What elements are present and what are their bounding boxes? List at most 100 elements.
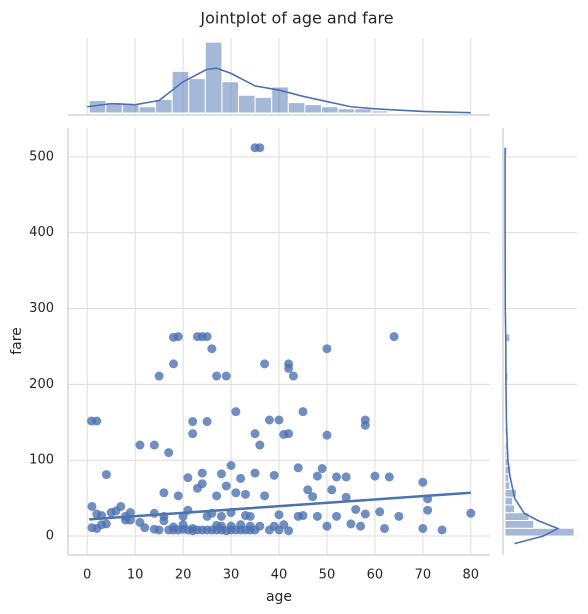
point xyxy=(202,332,212,342)
x-tick-label: 30 xyxy=(223,568,240,583)
point xyxy=(284,429,294,439)
point xyxy=(341,472,351,482)
hist-bar xyxy=(370,110,389,114)
x-tick-label: 70 xyxy=(415,568,432,583)
point xyxy=(188,417,198,427)
hist-bar xyxy=(271,86,289,114)
point xyxy=(250,429,260,439)
point xyxy=(269,470,279,480)
point xyxy=(466,508,476,518)
point xyxy=(260,491,270,501)
point xyxy=(384,472,394,482)
point xyxy=(125,508,135,518)
hist-bar xyxy=(504,519,535,529)
point xyxy=(216,469,226,479)
hist-bar xyxy=(238,94,256,114)
point xyxy=(346,519,356,529)
point xyxy=(274,415,284,425)
point xyxy=(279,520,289,530)
regression-line xyxy=(89,491,471,521)
point xyxy=(375,507,385,517)
kde-curve xyxy=(504,147,560,545)
point xyxy=(312,471,322,481)
hist-bar xyxy=(504,450,508,459)
hist-bar xyxy=(354,108,372,114)
hist-bar xyxy=(504,488,518,498)
point xyxy=(97,520,107,530)
point xyxy=(164,448,174,458)
y-tick-label: 200 xyxy=(29,377,54,392)
point xyxy=(317,464,327,474)
x-tick-label: 40 xyxy=(271,568,288,583)
point xyxy=(92,416,102,426)
y-axis-label: fare xyxy=(9,327,25,355)
chart-title: Jointplot of age and fare xyxy=(199,9,393,28)
point xyxy=(356,521,366,531)
point xyxy=(322,521,332,531)
point xyxy=(169,359,178,369)
hist-bar xyxy=(188,78,206,114)
point xyxy=(226,461,236,471)
point xyxy=(394,511,404,521)
hist-bar xyxy=(254,96,273,114)
point xyxy=(87,501,97,511)
point xyxy=(312,511,322,521)
point xyxy=(202,417,212,427)
point xyxy=(245,521,255,531)
y-tick-label: 400 xyxy=(29,225,54,240)
point xyxy=(255,143,265,153)
point xyxy=(212,371,222,381)
hist-bar xyxy=(320,106,339,114)
hist-bar xyxy=(221,81,240,114)
y-tick-label: 0 xyxy=(46,529,54,544)
point xyxy=(418,477,428,487)
point xyxy=(154,371,164,381)
point xyxy=(140,523,150,533)
x-tick-label: 10 xyxy=(127,568,144,583)
point xyxy=(207,344,217,354)
hist-bar xyxy=(204,41,223,114)
point xyxy=(250,468,260,478)
point xyxy=(212,491,222,501)
point xyxy=(370,471,380,481)
point xyxy=(101,470,111,480)
x-tick-label: 80 xyxy=(463,568,480,583)
kde-curve xyxy=(87,67,471,114)
point xyxy=(284,526,294,536)
x-tick-label: 20 xyxy=(175,568,192,583)
point xyxy=(293,463,303,473)
point xyxy=(298,511,308,521)
point xyxy=(236,473,246,483)
point xyxy=(437,525,447,535)
point xyxy=(274,510,284,520)
point xyxy=(173,491,183,501)
point xyxy=(255,440,265,450)
point xyxy=(240,489,250,499)
point xyxy=(418,523,428,533)
y-tick-label: 300 xyxy=(29,301,54,316)
hist-bar xyxy=(504,481,511,490)
point xyxy=(159,488,169,498)
point xyxy=(284,363,294,373)
hist-bar xyxy=(504,434,507,444)
point xyxy=(221,371,231,381)
hist-bar xyxy=(504,504,516,514)
x-tick-label: 0 xyxy=(83,568,91,583)
point xyxy=(298,407,308,417)
point xyxy=(423,505,433,515)
x-tick-label: 50 xyxy=(319,568,336,583)
point xyxy=(197,468,207,478)
point xyxy=(360,509,370,519)
x-axis-label: age xyxy=(266,589,292,605)
hist-bar xyxy=(387,111,405,114)
point xyxy=(322,430,332,440)
point xyxy=(188,429,198,439)
point xyxy=(135,440,145,450)
hist-bar xyxy=(171,70,190,114)
hist-bar xyxy=(287,102,306,114)
point xyxy=(389,332,399,342)
point xyxy=(341,492,351,502)
x-tick-label: 60 xyxy=(367,568,384,583)
point xyxy=(245,511,255,521)
hist-bar xyxy=(504,496,514,506)
